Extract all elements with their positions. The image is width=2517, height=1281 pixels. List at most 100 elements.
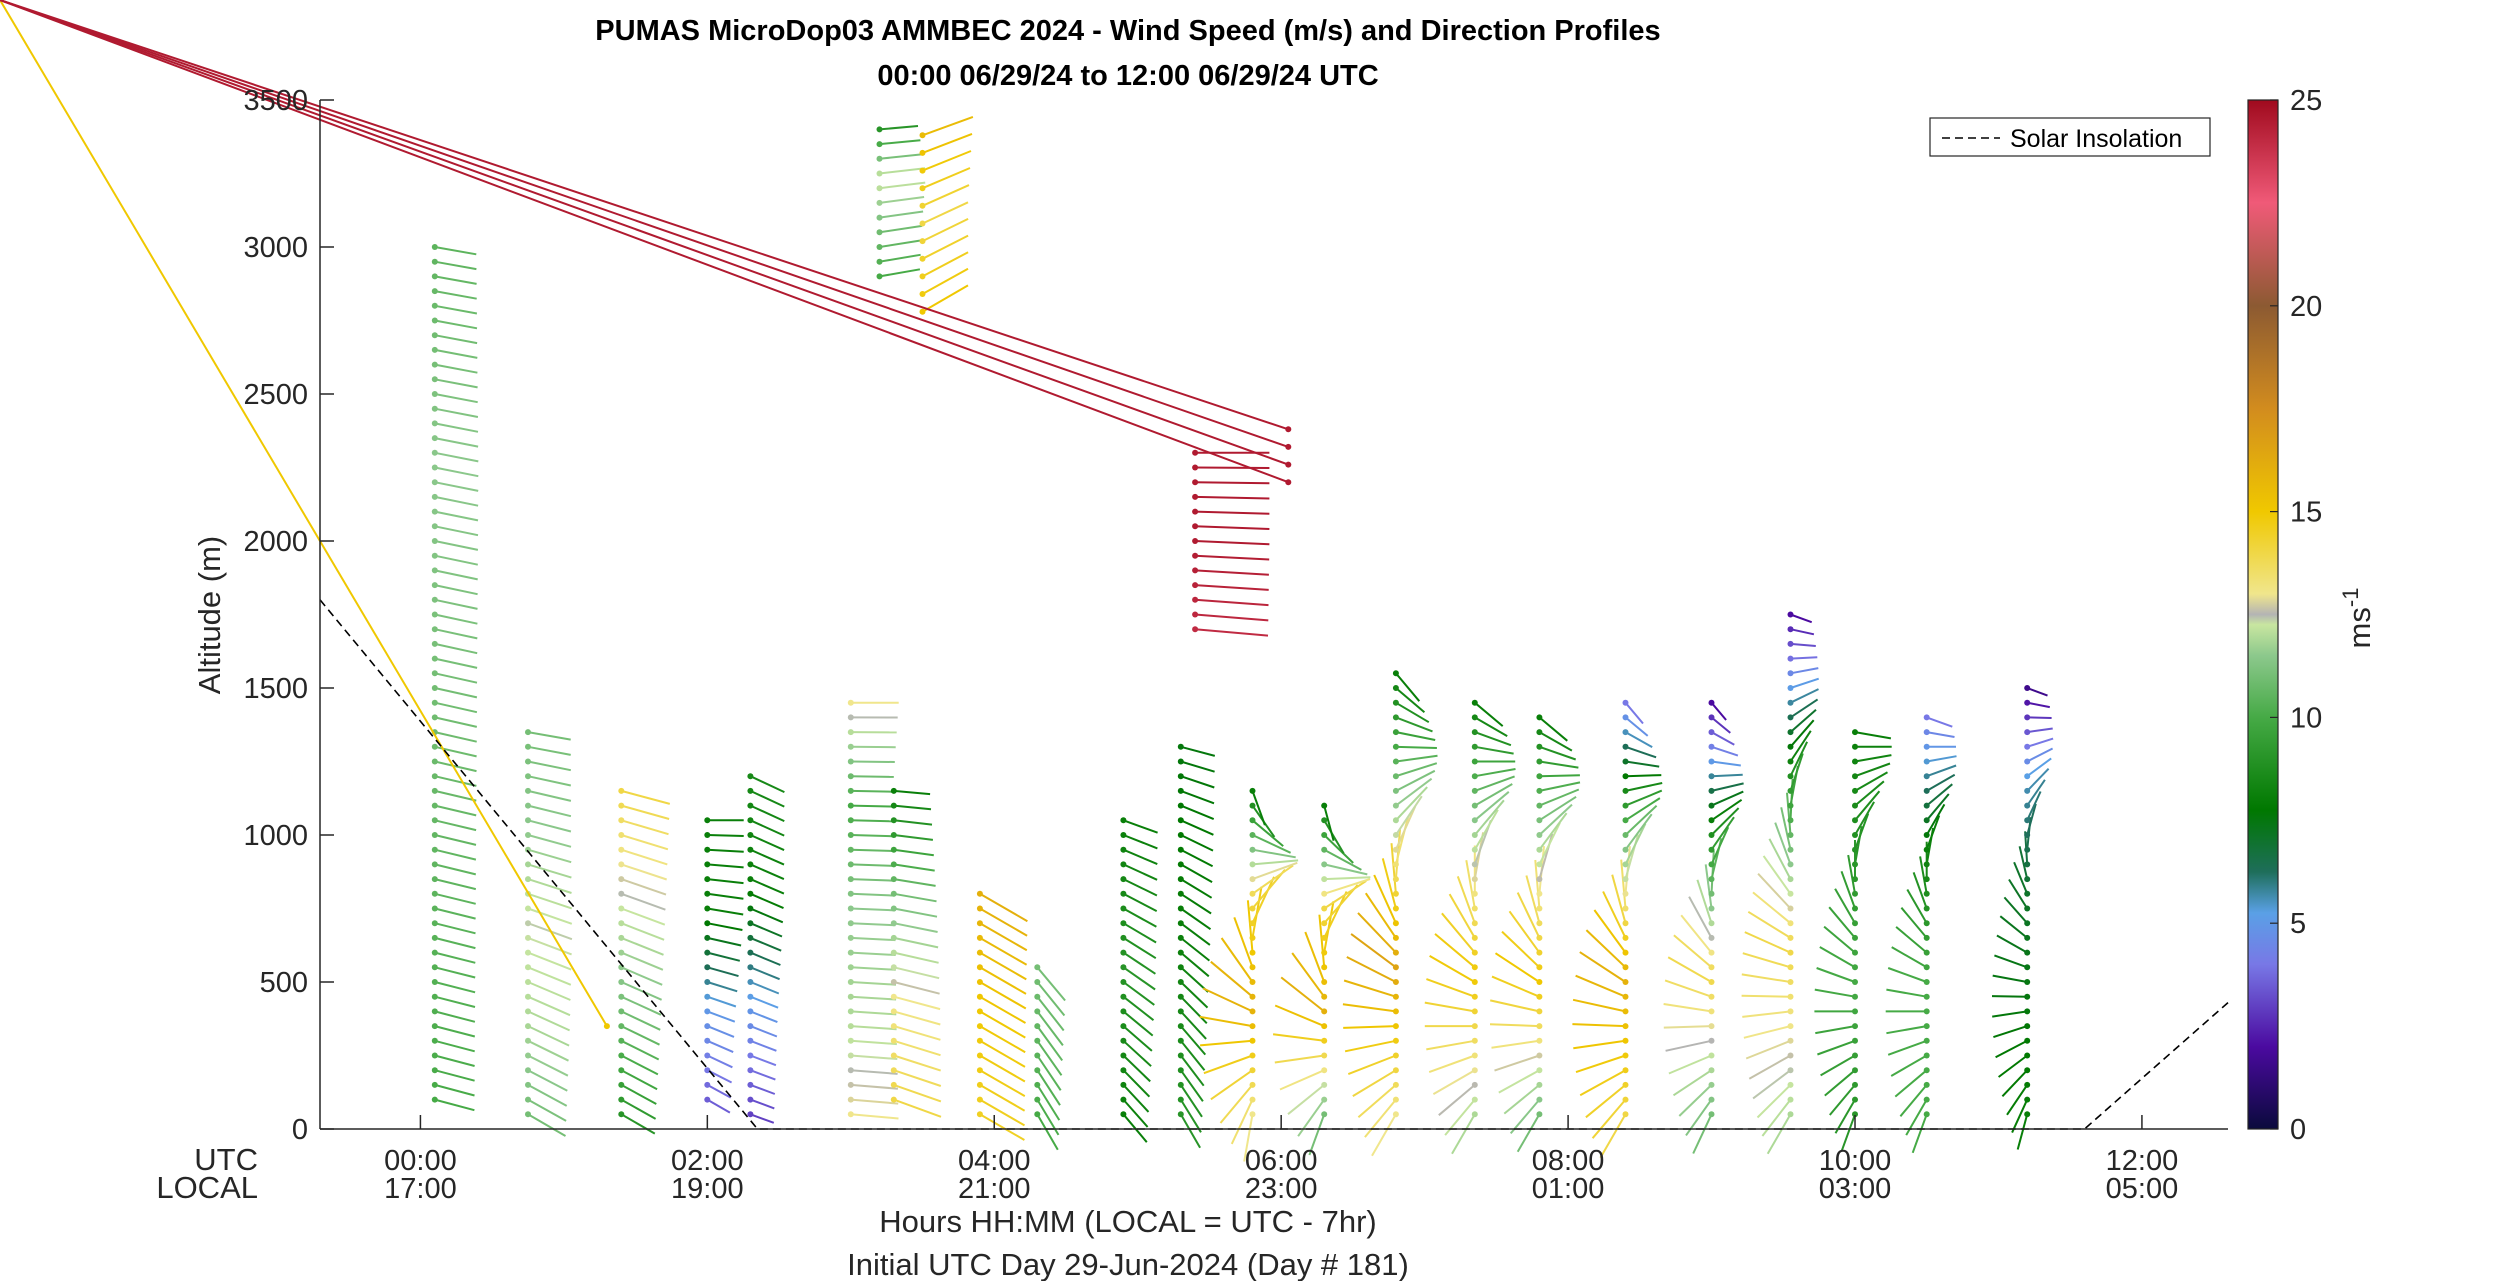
wind-vector: [1668, 1054, 1712, 1075]
wind-vector: [749, 819, 785, 837]
wind-vector-point: [1249, 1096, 1256, 1103]
wind-vector: [1323, 863, 1368, 876]
wind-vector-point: [1192, 611, 1199, 618]
wind-vector: [1352, 1069, 1397, 1097]
wind-vector: [2026, 803, 2037, 836]
wind-vector-point: [1177, 979, 1184, 985]
wind-vector-point: [1852, 773, 1858, 780]
wind-vector-point: [525, 1096, 531, 1103]
wind-vector-point: [1249, 920, 1256, 927]
wind-vector: [979, 981, 1027, 1010]
wind-vector: [707, 863, 744, 869]
wind-vector: [1272, 1033, 1325, 1042]
wind-vector-point: [1622, 743, 1629, 750]
wind-vector-point: [1321, 846, 1328, 853]
wind-vector: [1200, 1039, 1253, 1047]
wind-vector-point: [847, 1023, 854, 1030]
wind-vector-point: [1852, 876, 1858, 883]
wind-vector: [1491, 1039, 1540, 1049]
wind-vector-point: [1285, 479, 1292, 486]
wind-vector: [750, 951, 781, 966]
chart-subtitle: 00:00 06/29/24 to 12:00 06/29/24 UTC: [877, 60, 1378, 92]
wind-vector-point: [1249, 1081, 1256, 1088]
x-tick-label-local: 21:00: [958, 1173, 1031, 1205]
wind-vector-point: [704, 861, 711, 868]
wind-vector: [1441, 912, 1476, 954]
wind-vector: [1252, 848, 1296, 859]
wind-vector: [1678, 1084, 1713, 1117]
wind-vector-point: [618, 817, 625, 824]
wind-vector: [2026, 737, 2054, 748]
wind-vector-point: [890, 1023, 897, 1030]
wind-vector-point: [2024, 1067, 2031, 1074]
wind-vector-point: [2024, 846, 2031, 853]
wind-vector-point: [1249, 949, 1256, 956]
wind-vector: [922, 201, 969, 225]
wind-vector: [1036, 1054, 1062, 1091]
wind-vector-point: [1622, 846, 1629, 853]
wind-vector: [1752, 891, 1792, 924]
wind-vector: [750, 922, 783, 938]
wind-vector-point: [1923, 890, 1930, 897]
wind-vector: [1252, 859, 1299, 866]
wind-vector: [1180, 951, 1210, 978]
wind-vector: [434, 246, 477, 256]
wind-vector-point: [1787, 714, 1794, 721]
wind-vector-point: [431, 979, 438, 985]
wind-vector-point: [1536, 964, 1543, 971]
wind-vector-point: [525, 905, 531, 912]
wind-vector-point: [847, 743, 854, 750]
wind-vector: [620, 1113, 656, 1135]
solar-insolation-line: [319, 599, 2229, 1130]
wind-vector-point: [704, 832, 711, 838]
wind-vector: [1992, 1010, 2028, 1018]
wind-vector-point: [847, 1052, 854, 1059]
wind-vector-point: [1321, 993, 1328, 1000]
wind-vector-point: [1787, 743, 1794, 750]
wind-vector: [434, 348, 478, 359]
utc-row-label: UTC: [194, 1142, 258, 1177]
wind-vector-point: [1392, 890, 1399, 897]
wind-vector: [893, 878, 936, 887]
wind-vector-point: [919, 185, 926, 192]
wind-vector-point: [747, 979, 754, 985]
wind-vector: [1180, 937, 1211, 962]
wind-vector-point: [525, 1008, 531, 1015]
wind-vector: [879, 268, 921, 278]
wind-vector: [1854, 762, 1891, 778]
wind-vector: [707, 981, 738, 993]
wind-vector-point: [431, 714, 438, 721]
wind-vector: [620, 995, 662, 1016]
wind-vector: [1251, 819, 1284, 847]
wind-vector: [620, 951, 664, 971]
wind-vector-point: [431, 449, 438, 456]
wind-vector-point: [1787, 934, 1794, 941]
wind-vector-point: [431, 758, 438, 765]
wind-vector: [1180, 1010, 1207, 1040]
wind-vector: [1789, 719, 1815, 748]
wind-vector-point: [1392, 787, 1399, 794]
wind-vector-point: [1536, 890, 1543, 897]
wind-vector-point: [1192, 508, 1199, 515]
wind-vector: [434, 1083, 475, 1097]
x-tick-label-local: 23:00: [1245, 1173, 1318, 1205]
wind-vector-point: [1708, 949, 1715, 956]
wind-vector-point: [1249, 876, 1256, 883]
wind-vector: [879, 239, 922, 248]
wind-vector: [850, 951, 896, 956]
wind-vector: [1854, 790, 1881, 821]
wind-vector: [893, 1039, 941, 1057]
wind-vector-point: [525, 1067, 531, 1074]
wind-vector-point: [847, 1008, 854, 1015]
wind-vector: [434, 466, 479, 478]
wind-vector-point: [704, 876, 711, 883]
wind-vector-point: [1120, 890, 1127, 897]
wind-vector-point: [2024, 905, 2031, 912]
chart-title-group: PUMAS MicroDop03 AMMBEC 2024 - Wind Spee…: [595, 15, 1660, 92]
wind-vector-point: [1536, 817, 1543, 824]
wind-vector-point: [525, 1052, 531, 1059]
wind-vector: [620, 981, 663, 1001]
wind-vector-point: [1536, 1081, 1543, 1088]
wind-vector-point: [1471, 876, 1478, 883]
wind-vector: [1538, 731, 1573, 752]
